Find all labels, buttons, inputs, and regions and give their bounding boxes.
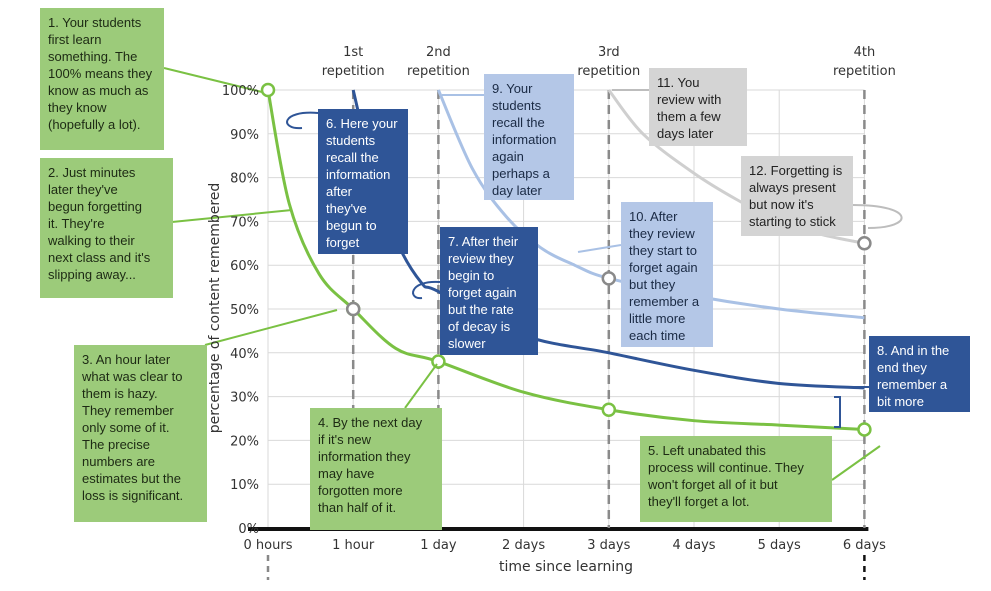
repetition-label: 1st: [343, 45, 363, 60]
y-tick-label: 100%: [222, 84, 259, 99]
repetition-label: repetition: [833, 64, 896, 79]
x-tick-label: 2 days: [502, 538, 545, 553]
bracket: [834, 396, 841, 428]
callout-11: 11. You review with them a few days late…: [649, 68, 747, 146]
x-tick-label: 1 hour: [332, 538, 375, 553]
callout-9: 9. Your students recall the information …: [484, 74, 574, 200]
connector: [852, 204, 903, 229]
data-point: [260, 82, 276, 98]
series-line: [437, 89, 865, 320]
x-tick-label: 5 days: [758, 538, 801, 553]
callout-2: 2. Just minutes later they've begun forg…: [40, 158, 173, 298]
connector: [171, 209, 293, 223]
repetition-label: repetition: [577, 64, 640, 79]
x-tick-label: 1 day: [420, 538, 457, 553]
connector: [286, 111, 319, 130]
connector: [831, 445, 881, 481]
y-tick-label: 10%: [230, 478, 259, 493]
connector: [412, 280, 441, 300]
repetition-label: 4th: [854, 45, 876, 60]
connector: [163, 67, 263, 93]
x-tick-label: 3 days: [587, 538, 630, 553]
repetition-label: repetition: [322, 64, 385, 79]
callout-arrows: [163, 67, 903, 481]
y-tick-label: 50%: [230, 303, 259, 318]
data-point: [601, 402, 617, 417]
data-point: [431, 354, 446, 369]
y-tick-label: 0%: [238, 522, 259, 537]
y-axis-label: percentage of content remembered: [207, 183, 223, 434]
data-point: [857, 236, 872, 251]
y-tick-label: 70%: [230, 215, 259, 230]
callout-7: 7. After their review they begin to forg…: [440, 227, 538, 355]
tick-labels: 0 hours 1 hour 1 day 2 days 3 days 4 days 5 da…: [222, 84, 886, 553]
x-tick-label: 0 hours: [244, 538, 293, 553]
callout-3: 3. An hour later what was clear to them …: [74, 345, 207, 522]
y-tick-label: 90%: [230, 128, 259, 143]
callout-8: 8. And in the end they remember a bit mo…: [869, 336, 970, 412]
x-tick-label: 6 days: [843, 538, 886, 553]
x-axis-label: time since learning: [499, 559, 633, 575]
y-tick-label: 60%: [230, 259, 259, 274]
data-point: [601, 271, 617, 286]
connector: [204, 309, 338, 346]
y-tick-label: 80%: [230, 172, 259, 187]
callout-12: 12. Forgetting is always present but now…: [741, 156, 853, 236]
connector: [404, 363, 438, 409]
data-point: [857, 422, 872, 437]
x-tick-label: 4 days: [672, 538, 715, 553]
series-line: [266, 89, 865, 431]
repetition-label: 3rd: [598, 45, 620, 60]
callout-1: 1. Your students first learn something. …: [40, 8, 164, 150]
callout-6: 6. Here your students recall the informa…: [318, 109, 408, 254]
repetition-label: repetition: [407, 64, 470, 79]
y-tick-label: 40%: [230, 347, 259, 362]
callout-4: 4. By the next day if it's new informati…: [310, 408, 442, 530]
repetition-label: 2nd: [426, 45, 451, 60]
data-point: [345, 301, 361, 317]
callout-5: 5. Left unabated this process will conti…: [640, 436, 832, 522]
callout-10: 10. After they review they start to forg…: [621, 202, 713, 347]
connector: [577, 244, 622, 253]
y-tick-label: 20%: [230, 434, 259, 449]
y-tick-label: 30%: [230, 391, 259, 406]
